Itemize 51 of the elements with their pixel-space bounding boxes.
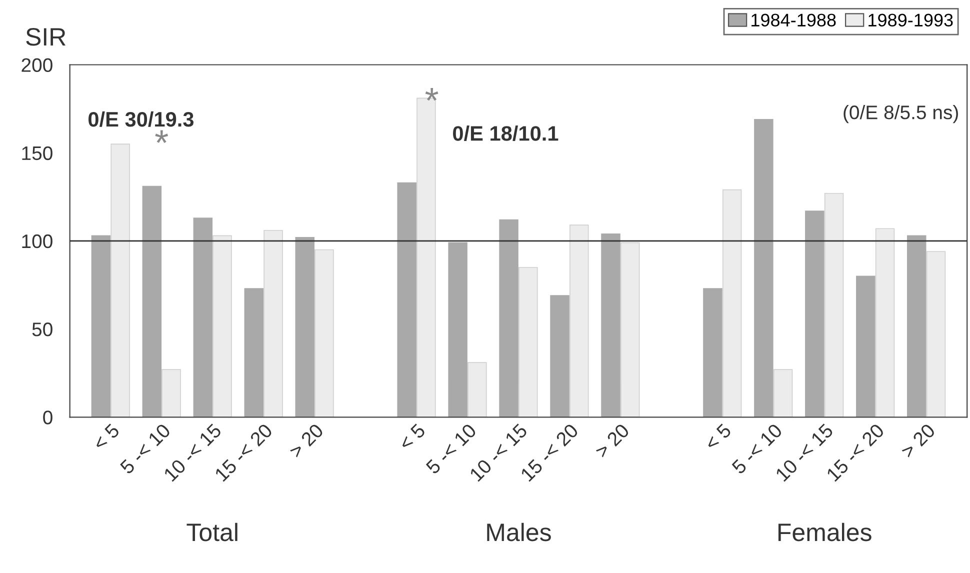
text: Females [778, 522, 872, 542]
bar [264, 230, 283, 418]
bar [314, 249, 334, 418]
x-tick-label: > 20 [900, 422, 936, 459]
y-tick-label: 0 [43, 410, 52, 424]
bar [244, 288, 264, 418]
text: Males [487, 522, 551, 542]
bar [448, 242, 468, 418]
x-tick-label: < 5 [92, 423, 120, 451]
annotation: * [425, 88, 438, 101]
bar [773, 369, 793, 418]
legend-label: 1989-1993 [868, 14, 953, 26]
bar [926, 251, 946, 418]
bar [518, 266, 538, 418]
y-tick-label: 200 [22, 58, 52, 72]
bar [397, 182, 416, 418]
text: Total [186, 522, 238, 542]
x-tick-label: > 20 [594, 422, 630, 459]
bar [499, 219, 518, 418]
y-tick-label: 50 [32, 322, 52, 336]
bar [212, 235, 232, 418]
bar [805, 210, 824, 418]
bar [907, 235, 926, 418]
bar [110, 144, 130, 418]
bar [162, 369, 181, 418]
bar [722, 189, 742, 418]
bar [295, 237, 314, 418]
bar [856, 276, 876, 418]
x-tick-label: > 20 [288, 422, 324, 459]
y-axis-title: SIR [26, 28, 66, 46]
annotation: * [155, 130, 168, 143]
bar [193, 218, 213, 418]
bar [754, 118, 774, 418]
bar [875, 228, 895, 418]
y-tick-label: 100 [22, 234, 52, 248]
bar [91, 235, 111, 418]
bar [703, 288, 722, 418]
bar [550, 295, 570, 418]
bar [468, 362, 487, 418]
bar [620, 242, 640, 418]
x-tick-label: < 5 [398, 423, 426, 451]
annotation: (0/E 8/5.5 ns) [844, 105, 958, 124]
annotation: 0/E 30/19.3 [88, 111, 194, 127]
bar [824, 192, 844, 418]
annotation: 0/E 18/10.1 [453, 126, 558, 142]
bar [570, 224, 589, 418]
y-tick-label: 150 [22, 146, 52, 160]
bar [142, 186, 162, 418]
legend-label: 1984-1988 [752, 14, 836, 26]
x-tick-label: < 5 [704, 423, 732, 451]
bar [601, 233, 620, 418]
